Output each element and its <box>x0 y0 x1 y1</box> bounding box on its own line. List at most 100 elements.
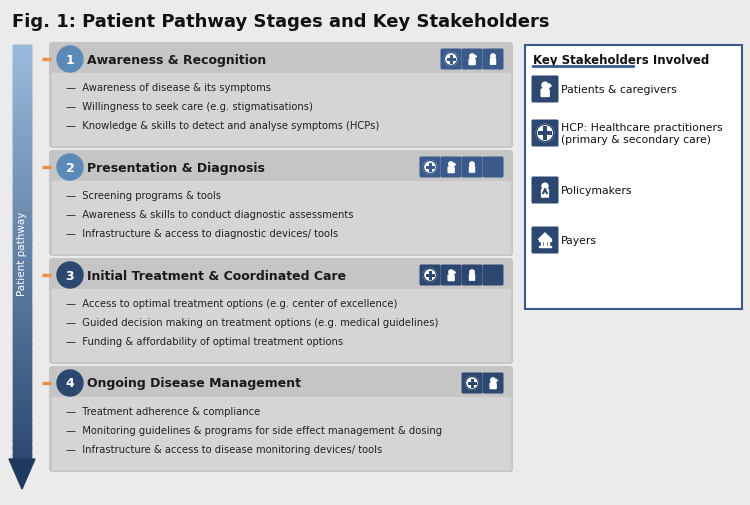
Bar <box>13 74 31 81</box>
Text: Awareness & Recognition: Awareness & Recognition <box>87 54 266 66</box>
Bar <box>538 246 551 247</box>
FancyBboxPatch shape <box>461 265 482 286</box>
Bar <box>13 323 31 330</box>
FancyBboxPatch shape <box>532 120 559 147</box>
FancyBboxPatch shape <box>419 265 440 286</box>
Bar <box>13 136 31 143</box>
Text: —  Infrastructure & access to diagnostic devices/ tools: — Infrastructure & access to diagnostic … <box>66 229 338 238</box>
Text: —  Guided decision making on treatment options (e.g. medical guidelines): — Guided decision making on treatment op… <box>66 317 438 327</box>
Bar <box>13 309 31 316</box>
Bar <box>52 397 510 469</box>
Bar <box>13 350 31 358</box>
Bar <box>13 198 31 206</box>
Bar <box>13 371 31 379</box>
Bar <box>13 358 31 365</box>
Polygon shape <box>469 59 476 66</box>
Text: Payers: Payers <box>561 235 597 245</box>
Bar <box>13 336 31 344</box>
Bar <box>52 289 510 361</box>
Text: Fig. 1: Patient Pathway Stages and Key Stakeholders: Fig. 1: Patient Pathway Stages and Key S… <box>12 13 550 31</box>
Bar <box>13 288 31 295</box>
FancyBboxPatch shape <box>440 49 461 70</box>
Bar <box>13 330 31 337</box>
Circle shape <box>542 184 548 190</box>
Bar <box>13 385 31 392</box>
Text: Ongoing Disease Management: Ongoing Disease Management <box>87 377 301 390</box>
Bar <box>13 261 31 268</box>
Polygon shape <box>9 459 35 489</box>
Bar <box>13 343 31 351</box>
Circle shape <box>57 155 83 181</box>
Bar <box>13 316 31 323</box>
Polygon shape <box>542 89 549 97</box>
Bar <box>13 364 31 372</box>
Text: 4: 4 <box>66 377 74 390</box>
Bar <box>13 427 31 434</box>
Bar <box>13 358 31 365</box>
Bar <box>13 115 31 123</box>
Circle shape <box>466 377 478 390</box>
Circle shape <box>470 270 474 275</box>
Circle shape <box>57 370 83 396</box>
Bar <box>13 447 31 454</box>
Bar <box>13 80 31 88</box>
Bar <box>13 406 31 413</box>
Bar <box>13 330 31 337</box>
Bar <box>13 157 31 164</box>
FancyBboxPatch shape <box>482 157 503 178</box>
Bar <box>13 440 31 448</box>
Circle shape <box>470 163 474 167</box>
Bar <box>13 157 31 164</box>
Bar <box>13 149 31 157</box>
Bar <box>13 350 31 358</box>
Bar <box>13 177 31 185</box>
Text: —  Awareness of disease & its symptoms: — Awareness of disease & its symptoms <box>66 83 271 93</box>
Bar <box>13 420 31 427</box>
Bar <box>13 53 31 60</box>
Bar <box>13 212 31 219</box>
Bar <box>13 302 31 310</box>
Bar <box>13 102 31 109</box>
FancyBboxPatch shape <box>532 76 559 104</box>
Bar <box>13 122 31 129</box>
FancyBboxPatch shape <box>461 157 482 178</box>
Bar <box>13 191 31 198</box>
FancyBboxPatch shape <box>469 167 476 174</box>
Circle shape <box>470 55 474 59</box>
FancyBboxPatch shape <box>532 227 559 254</box>
Polygon shape <box>538 234 551 240</box>
Bar <box>13 226 31 233</box>
Bar <box>13 281 31 288</box>
Text: —  Screening programs & tools: — Screening programs & tools <box>66 190 221 200</box>
Bar <box>13 129 31 136</box>
Bar <box>13 274 31 282</box>
Text: —  Access to optimal treatment options (e.g. center of excellence): — Access to optimal treatment options (e… <box>66 298 398 309</box>
FancyBboxPatch shape <box>532 177 559 204</box>
Bar <box>13 406 31 413</box>
FancyBboxPatch shape <box>461 49 482 70</box>
Text: Policymakers: Policymakers <box>561 186 632 195</box>
Bar <box>13 302 31 310</box>
Bar <box>13 371 31 379</box>
Bar <box>13 427 31 434</box>
Bar <box>13 240 31 247</box>
Circle shape <box>536 125 554 142</box>
Bar <box>13 392 31 399</box>
FancyBboxPatch shape <box>440 157 461 178</box>
Bar <box>13 323 31 330</box>
Bar <box>13 288 31 295</box>
Bar <box>13 80 31 88</box>
Bar <box>538 240 551 241</box>
Bar <box>13 364 31 372</box>
Bar <box>13 454 31 462</box>
Bar <box>13 94 31 102</box>
Text: Patients & caregivers: Patients & caregivers <box>561 85 676 95</box>
Text: —  Monitoring guidelines & programs for side effect management & dosing: — Monitoring guidelines & programs for s… <box>66 425 442 435</box>
FancyBboxPatch shape <box>49 43 513 148</box>
Bar <box>13 94 31 102</box>
Bar <box>13 246 31 254</box>
Bar <box>13 149 31 157</box>
Text: 1: 1 <box>66 54 74 66</box>
Circle shape <box>490 55 495 59</box>
Bar <box>13 413 31 420</box>
